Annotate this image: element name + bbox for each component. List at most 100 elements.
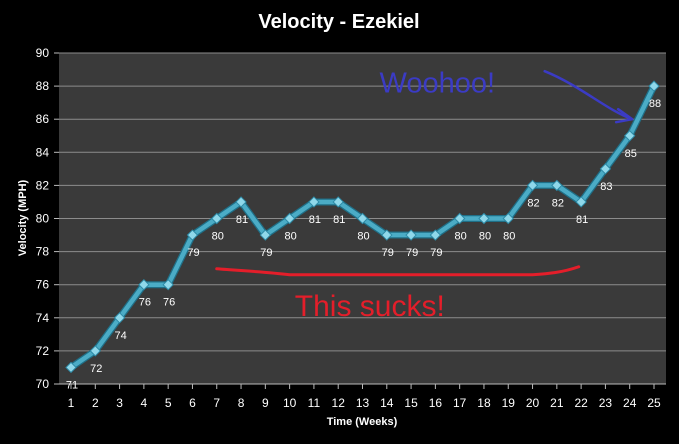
data-point-marker [89, 345, 101, 357]
data-label: 72 [90, 363, 102, 375]
y-tick-label: 82 [36, 178, 50, 192]
data-label: 76 [139, 297, 151, 309]
data-label: 81 [333, 214, 345, 226]
data-label: 85 [625, 148, 637, 160]
data-point-marker [138, 278, 150, 291]
x-tick-label: 1 [68, 396, 75, 410]
annotations: This sucks! Woohoo! [215, 68, 634, 323]
data-point-marker [381, 229, 393, 241]
data-label: 79 [187, 247, 199, 259]
series-layer [65, 80, 660, 374]
x-tick-label: 7 [213, 396, 220, 410]
x-tick-label: 20 [526, 396, 540, 410]
x-tick-label: 22 [574, 396, 588, 410]
data-label: 80 [455, 231, 467, 243]
gridlines [59, 52, 666, 385]
y-tick-label: 84 [36, 145, 50, 159]
data-label: 81 [236, 214, 248, 226]
x-tick-label: 3 [116, 396, 123, 410]
data-label: 82 [552, 197, 564, 209]
x-tick-label: 2 [92, 396, 99, 410]
data-point-marker [186, 229, 199, 241]
x-tick-label: 8 [238, 396, 245, 410]
data-point-marker [551, 179, 563, 192]
data-point-marker [211, 212, 223, 225]
data-point-marker [624, 130, 636, 142]
data-point-marker [332, 196, 344, 208]
data-label: 81 [576, 214, 588, 226]
x-tick-label: 5 [165, 396, 172, 410]
data-point-marker [113, 312, 126, 324]
data-label: 71 [66, 379, 78, 391]
data-label: 79 [382, 247, 394, 259]
data-point-marker [453, 212, 466, 225]
data-point-marker [478, 212, 490, 225]
x-tick-label: 14 [380, 396, 394, 410]
data-point-marker [429, 229, 442, 241]
x-tick-label: 24 [623, 396, 637, 410]
x-tick-label: 9 [262, 396, 269, 410]
chart-title: Velocity - Ezekiel [258, 11, 419, 33]
y-tick-label: 76 [36, 278, 50, 292]
red-underline-stroke [215, 265, 581, 277]
data-label: 79 [260, 247, 272, 259]
data-label: 74 [114, 330, 126, 342]
y-axis-title: Velocity (MPH) [17, 179, 29, 256]
x-tick-label: 19 [502, 396, 516, 410]
data-point-marker [162, 278, 174, 291]
annotation-woohoo: Woohoo! [380, 68, 496, 100]
x-tick-label: 13 [356, 396, 370, 410]
x-tick-label: 18 [477, 396, 491, 410]
data-point-marker [526, 179, 539, 192]
x-tick-label: 12 [332, 396, 346, 410]
x-tick-label: 16 [429, 396, 443, 410]
data-label: 79 [430, 247, 442, 259]
x-axis-ticks: 1 2 3 4 5 6 7 8 9 10 11 12 13 14 15 16 17 18 19 20 21 22 23 24 2… [59, 383, 666, 410]
annotation-this-sucks: This sucks! [295, 290, 445, 323]
data-label: 80 [285, 231, 297, 243]
annotation-arrow [543, 69, 634, 121]
data-label: 88 [649, 98, 661, 110]
data-label: 76 [163, 297, 175, 309]
data-point-marker [648, 80, 660, 92]
data-point-marker [502, 212, 514, 225]
data-point-marker [405, 229, 417, 241]
x-tick-label: 15 [404, 396, 418, 410]
data-point-marker [356, 212, 369, 225]
data-label: 82 [527, 197, 539, 209]
y-axis-ticks: 70 72 74 76 78 80 82 84 86 88 90 [36, 46, 59, 391]
data-label: 80 [357, 231, 369, 243]
data-point-marker [599, 163, 612, 175]
x-tick-label: 4 [141, 396, 148, 410]
data-point-marker [65, 361, 77, 374]
data-point-marker [259, 229, 272, 241]
x-tick-label: 17 [453, 396, 467, 410]
data-point-marker [308, 196, 320, 208]
data-point-marker [575, 196, 587, 208]
data-label: 80 [503, 231, 515, 243]
data-point-marker [283, 212, 296, 225]
x-tick-label: 10 [283, 396, 297, 410]
y-tick-label: 80 [36, 212, 50, 226]
y-tick-label: 78 [36, 245, 50, 259]
annotation-arrowhead [614, 107, 634, 124]
data-label: 80 [479, 231, 491, 243]
data-labels: 71 72 74 76 76 79 80 81 79 80 81 81 80 79 79 79 80 80 80 82… [66, 98, 661, 391]
x-tick-label: 21 [550, 396, 564, 410]
x-axis-title: Time (Weeks) [327, 416, 398, 428]
x-tick-label: 11 [308, 396, 321, 410]
data-label: 81 [309, 214, 321, 226]
x-tick-label: 23 [599, 396, 613, 410]
y-tick-label: 70 [36, 377, 50, 391]
y-tick-label: 74 [36, 311, 50, 325]
data-label: 79 [406, 247, 418, 259]
y-tick-label: 86 [36, 112, 50, 126]
x-tick-label: 6 [189, 396, 196, 410]
x-tick-label: 25 [647, 396, 661, 410]
data-label: 80 [212, 231, 224, 243]
data-label: 83 [600, 181, 612, 193]
y-tick-label: 90 [36, 46, 50, 60]
data-point-marker [235, 196, 247, 208]
